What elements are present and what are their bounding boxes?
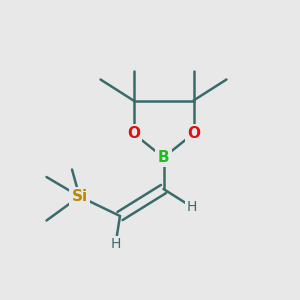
Text: Si: Si [71, 189, 88, 204]
Text: O: O [187, 126, 200, 141]
Text: H: H [110, 238, 121, 251]
Text: B: B [158, 150, 169, 165]
Text: H: H [187, 200, 197, 214]
Text: O: O [127, 126, 140, 141]
